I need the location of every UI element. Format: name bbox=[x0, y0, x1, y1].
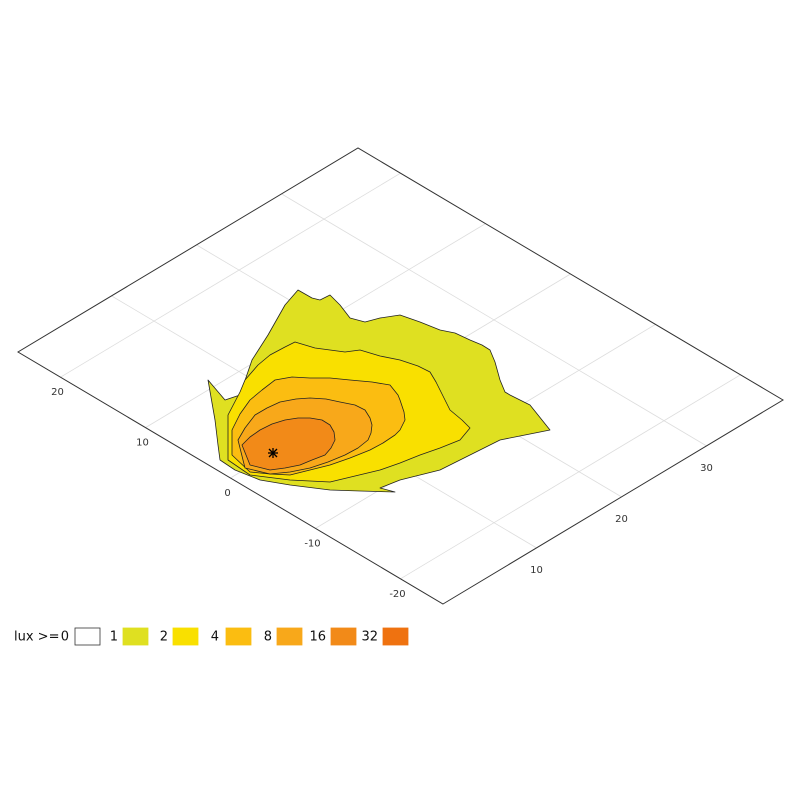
legend-label: 32 bbox=[361, 630, 378, 645]
y-tick-label: 0 bbox=[224, 488, 230, 499]
legend-label: 2 bbox=[160, 630, 168, 645]
y-tick-label: -10 bbox=[304, 538, 320, 549]
legend-label: 8 bbox=[264, 630, 272, 645]
x-tick-label: 20 bbox=[615, 514, 628, 525]
legend-label: 16 bbox=[309, 630, 326, 645]
legend-swatch bbox=[122, 627, 149, 646]
legend-label: 0 bbox=[61, 630, 69, 645]
luminaire-marker bbox=[268, 448, 278, 458]
legend-swatch bbox=[225, 627, 252, 646]
grid-line bbox=[60, 172, 401, 378]
legend-swatch bbox=[382, 627, 409, 646]
legend-swatch bbox=[172, 627, 199, 646]
y-tick-label: -20 bbox=[389, 589, 405, 600]
legend-label: 1 bbox=[110, 630, 118, 645]
x-tick-label: 30 bbox=[700, 463, 713, 474]
plot-border bbox=[17, 147, 784, 605]
y-tick-label: 10 bbox=[136, 438, 149, 449]
contour-region bbox=[241, 417, 336, 471]
y-tick-label: 20 bbox=[51, 387, 64, 398]
legend-title: lux >= bbox=[14, 630, 59, 645]
x-tick-label: 10 bbox=[530, 565, 543, 576]
legend-swatch bbox=[330, 627, 357, 646]
grid-line bbox=[400, 374, 741, 580]
legend: lux >= 0 1 2 4 8 16 32 bbox=[14, 627, 409, 646]
legend-swatch bbox=[74, 627, 101, 646]
contours bbox=[207, 289, 551, 493]
legend-label: 4 bbox=[211, 630, 219, 645]
legend-swatch bbox=[276, 627, 303, 646]
